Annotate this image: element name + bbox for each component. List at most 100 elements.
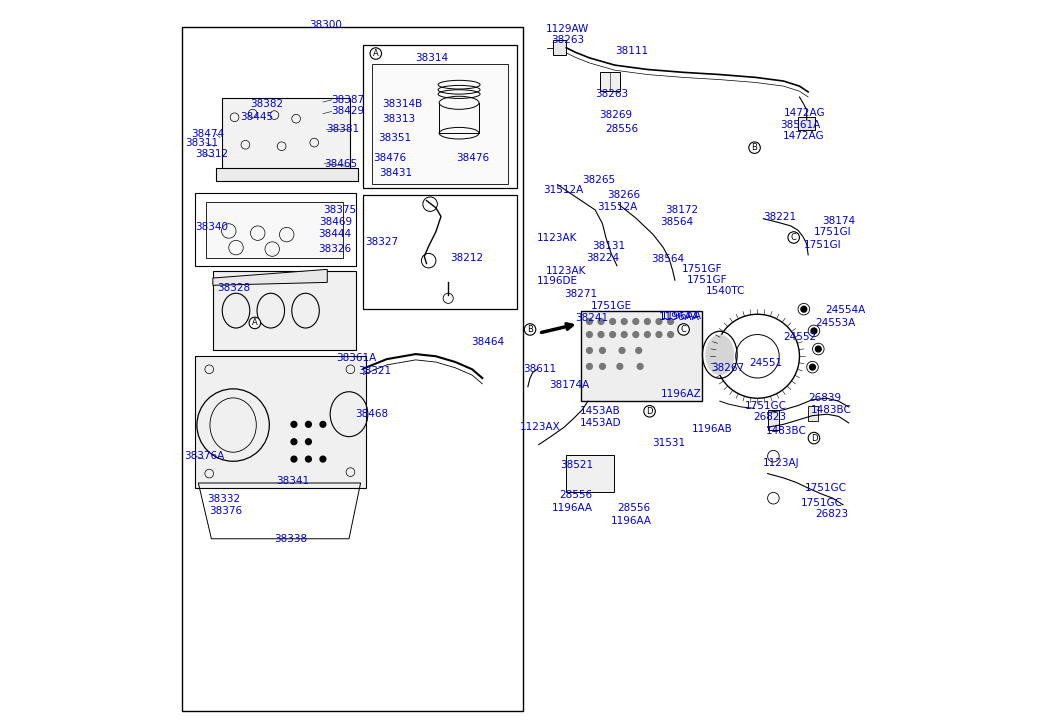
- Circle shape: [291, 422, 297, 427]
- Circle shape: [598, 332, 604, 337]
- Text: 38341: 38341: [276, 476, 309, 486]
- Text: 38361A: 38361A: [336, 353, 376, 363]
- FancyBboxPatch shape: [213, 270, 356, 350]
- Circle shape: [600, 364, 605, 369]
- Circle shape: [644, 318, 651, 324]
- Text: 1751GC: 1751GC: [744, 401, 787, 411]
- Circle shape: [815, 346, 822, 352]
- Text: B: B: [527, 325, 533, 334]
- Text: 38469: 38469: [319, 217, 353, 227]
- FancyBboxPatch shape: [364, 45, 517, 188]
- Text: 1196AA: 1196AA: [660, 311, 702, 321]
- Text: A: A: [373, 49, 378, 58]
- Text: D: D: [646, 407, 653, 416]
- Circle shape: [656, 332, 662, 337]
- Text: 38376A: 38376A: [184, 451, 224, 461]
- FancyBboxPatch shape: [183, 27, 523, 711]
- Text: 38172: 38172: [664, 205, 698, 215]
- Text: 38561A: 38561A: [780, 120, 821, 130]
- Text: 1483BC: 1483BC: [811, 405, 851, 415]
- Text: 38241: 38241: [575, 313, 608, 323]
- Text: 1123AK: 1123AK: [537, 233, 577, 244]
- Text: 38564: 38564: [651, 254, 685, 264]
- Text: 38351: 38351: [378, 133, 411, 143]
- Circle shape: [621, 318, 627, 324]
- Text: 38267: 38267: [711, 363, 744, 373]
- Text: 1129AW: 1129AW: [546, 24, 589, 34]
- Text: 38174: 38174: [823, 216, 856, 226]
- Text: 38340: 38340: [196, 222, 229, 233]
- Circle shape: [656, 318, 662, 324]
- Text: 1196AA: 1196AA: [611, 516, 653, 526]
- Circle shape: [610, 318, 615, 324]
- Text: 38465: 38465: [324, 158, 357, 169]
- Circle shape: [305, 422, 311, 427]
- Text: 38464: 38464: [471, 337, 504, 347]
- FancyBboxPatch shape: [221, 98, 351, 169]
- Circle shape: [619, 348, 625, 353]
- Circle shape: [587, 348, 592, 353]
- Text: 1472AG: 1472AG: [782, 131, 825, 141]
- Text: 38321: 38321: [357, 366, 391, 377]
- Text: 38431: 38431: [379, 168, 412, 178]
- Text: 1751GI: 1751GI: [804, 241, 842, 251]
- Text: 38312: 38312: [195, 149, 227, 159]
- Circle shape: [800, 306, 807, 312]
- FancyBboxPatch shape: [567, 455, 614, 492]
- Text: 1540TC: 1540TC: [706, 286, 745, 296]
- Circle shape: [598, 318, 604, 324]
- Circle shape: [587, 318, 592, 324]
- Text: 24553A: 24553A: [815, 318, 856, 328]
- Text: 38375: 38375: [323, 205, 356, 215]
- Text: 1123AK: 1123AK: [546, 266, 587, 276]
- Text: 38174A: 38174A: [549, 380, 589, 390]
- Text: 1123AX: 1123AX: [520, 422, 560, 432]
- Text: 38265: 38265: [583, 174, 615, 185]
- Text: 26839: 26839: [808, 393, 841, 403]
- Text: 38313: 38313: [383, 113, 416, 124]
- Text: 38326: 38326: [318, 244, 351, 254]
- Text: 38376: 38376: [209, 506, 242, 516]
- Text: 31531: 31531: [652, 438, 685, 448]
- Text: 26823: 26823: [815, 509, 848, 519]
- Text: 38300: 38300: [308, 20, 341, 30]
- Text: D: D: [811, 433, 817, 443]
- Text: 38387: 38387: [332, 95, 365, 105]
- Text: 1196DE: 1196DE: [537, 276, 578, 286]
- Text: 1196AA: 1196AA: [659, 312, 699, 322]
- Text: 1751GF: 1751GF: [682, 264, 723, 273]
- Circle shape: [320, 422, 326, 427]
- Text: 38131: 38131: [592, 241, 625, 251]
- Text: B: B: [752, 143, 758, 152]
- Text: 38521: 38521: [560, 460, 593, 470]
- Text: C: C: [791, 233, 796, 242]
- Text: 38224: 38224: [586, 254, 619, 263]
- Text: 38327: 38327: [365, 237, 398, 247]
- Text: 38338: 38338: [274, 534, 307, 544]
- Text: 1196AZ: 1196AZ: [660, 389, 702, 399]
- Text: 1472AG: 1472AG: [783, 108, 825, 118]
- Text: 24554A: 24554A: [826, 305, 865, 315]
- Text: 38314B: 38314B: [383, 98, 423, 108]
- Text: 31512A: 31512A: [596, 202, 637, 212]
- Circle shape: [668, 332, 674, 337]
- Text: 1123AJ: 1123AJ: [763, 459, 799, 468]
- Text: 1453AD: 1453AD: [580, 418, 622, 428]
- Ellipse shape: [706, 334, 735, 375]
- FancyBboxPatch shape: [767, 410, 779, 430]
- Polygon shape: [213, 269, 327, 285]
- Circle shape: [600, 348, 605, 353]
- Circle shape: [610, 332, 615, 337]
- FancyBboxPatch shape: [196, 356, 366, 488]
- Text: 38314: 38314: [416, 53, 449, 63]
- Circle shape: [291, 457, 297, 462]
- Text: 26823: 26823: [753, 412, 787, 422]
- FancyBboxPatch shape: [808, 406, 819, 422]
- Text: 28556: 28556: [559, 490, 592, 500]
- Text: 24552: 24552: [783, 332, 816, 342]
- FancyBboxPatch shape: [364, 195, 517, 309]
- FancyBboxPatch shape: [217, 168, 357, 181]
- FancyBboxPatch shape: [372, 65, 508, 184]
- Text: 1751GF: 1751GF: [687, 276, 727, 285]
- Text: 38212: 38212: [451, 254, 484, 263]
